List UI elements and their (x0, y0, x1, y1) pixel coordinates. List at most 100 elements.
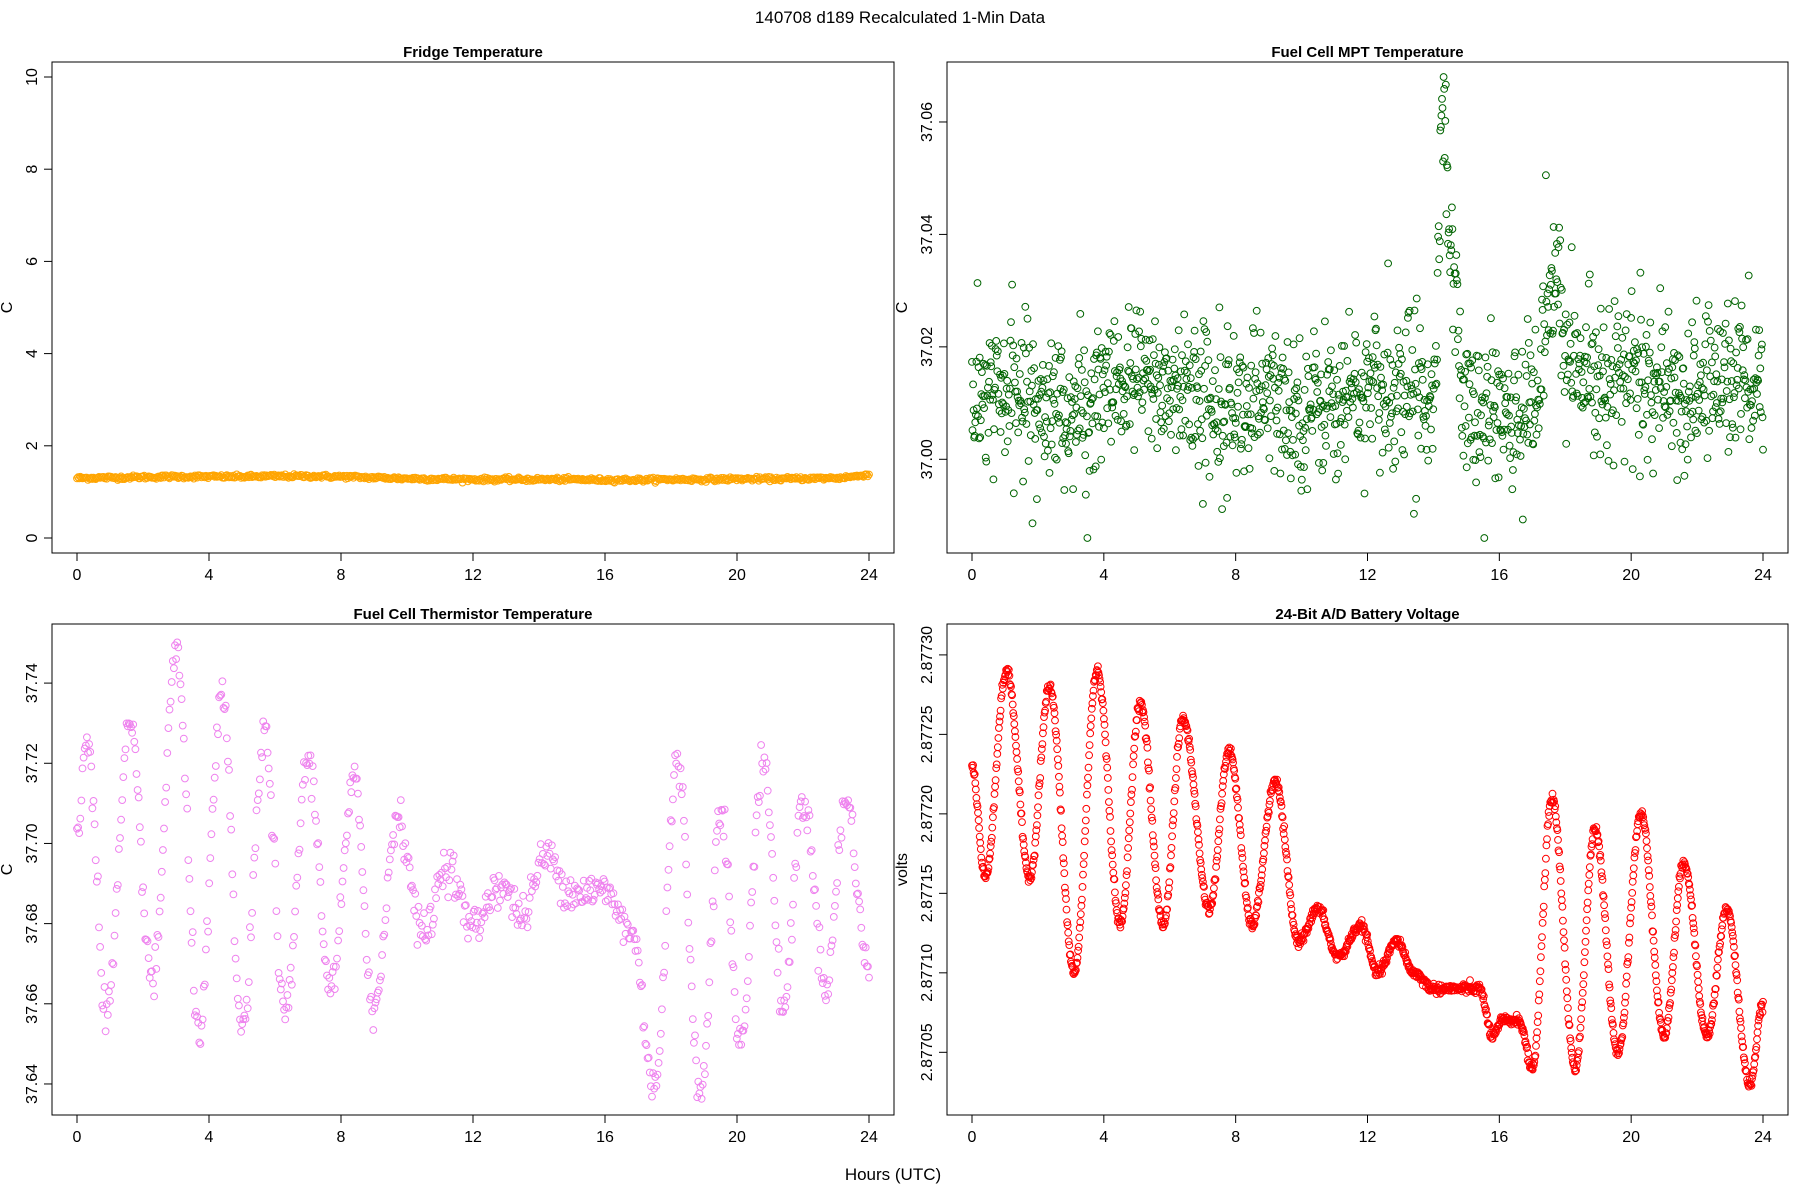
data-point (485, 903, 493, 911)
data-point (1625, 933, 1634, 942)
data-point (1360, 372, 1368, 381)
data-point (1710, 377, 1718, 386)
data-point (1700, 1023, 1709, 1032)
y-tick-label: 2.87725 (919, 705, 936, 763)
data-point (1011, 727, 1019, 736)
data-point (1317, 423, 1326, 431)
data-point (1304, 924, 1313, 933)
data-point (1379, 380, 1388, 389)
data-point (1548, 329, 1557, 338)
data-point (1221, 765, 1229, 773)
data-point (1739, 343, 1748, 352)
data-point (1048, 692, 1057, 701)
data-point (490, 876, 499, 885)
x-tick-label: 4 (205, 567, 214, 584)
data-point (1431, 381, 1440, 389)
data-point (1213, 427, 1222, 435)
data-point (1169, 809, 1178, 817)
data-point (1099, 706, 1108, 715)
data-point (1740, 1055, 1749, 1064)
data-point (989, 395, 997, 404)
data-point (1341, 946, 1350, 955)
data-point (302, 759, 311, 767)
data-point (1163, 384, 1172, 393)
data-point (697, 1094, 706, 1103)
data-point (1060, 869, 1069, 878)
data-point (1647, 398, 1656, 407)
data-point (1140, 713, 1148, 721)
data-point (1666, 999, 1674, 1007)
data-point (513, 921, 522, 929)
data-point (699, 1062, 708, 1070)
data-point (1670, 349, 1678, 357)
y-axis-label: C (0, 302, 16, 314)
data-point (1752, 325, 1760, 334)
data-point (1083, 534, 1092, 542)
data-point (117, 815, 125, 824)
data-point (764, 808, 773, 817)
data-point (1695, 992, 1704, 1000)
data-point (1238, 854, 1247, 862)
data-point (752, 472, 761, 481)
data-point (1583, 898, 1592, 907)
data-point (1180, 366, 1189, 375)
data-point (1195, 849, 1204, 858)
data-point (503, 893, 512, 901)
data-point (1304, 364, 1312, 373)
data-point (1256, 328, 1265, 337)
x-tick-label: 0 (73, 567, 82, 584)
data-point (1642, 342, 1650, 351)
data-point (1097, 455, 1106, 464)
data-point (1080, 346, 1088, 355)
data-point (1333, 449, 1342, 458)
y-axis-label: C (0, 864, 16, 876)
data-point (1730, 389, 1739, 397)
data-point (1172, 446, 1180, 455)
data-point (1398, 355, 1406, 364)
data-point (273, 932, 282, 941)
data-point (1583, 353, 1591, 362)
data-point (659, 973, 667, 982)
data-point (1048, 372, 1057, 381)
data-point (134, 793, 143, 802)
data-point (1254, 898, 1263, 907)
data-point (1447, 246, 1456, 255)
data-point (1749, 1066, 1758, 1075)
data-point (1189, 353, 1198, 362)
data-point (769, 873, 778, 882)
data-point (1752, 1046, 1760, 1054)
data-point (325, 974, 334, 982)
data-point (1120, 382, 1129, 391)
data-point (1630, 853, 1639, 862)
data-point (1386, 355, 1395, 364)
data-point (1348, 394, 1357, 403)
data-point (1423, 360, 1432, 369)
data-point (443, 863, 452, 871)
data-point (108, 959, 117, 967)
data-point (531, 882, 540, 891)
data-point (1382, 958, 1391, 967)
data-point (632, 935, 641, 943)
data-point (1075, 424, 1084, 433)
data-point (460, 901, 469, 910)
data-point (1297, 475, 1306, 484)
data-point (1079, 860, 1088, 868)
data-point (975, 832, 984, 841)
data-point (1261, 416, 1269, 425)
data-point (1534, 1011, 1543, 1020)
data-point (175, 671, 184, 680)
data-point (693, 1093, 702, 1102)
data-point (1477, 411, 1485, 420)
data-point (1553, 826, 1562, 834)
data-point (1557, 889, 1566, 898)
data-point (1756, 408, 1765, 417)
data-point (1262, 822, 1271, 831)
data-point (337, 900, 346, 908)
data-point (1201, 362, 1209, 370)
data-point (1196, 347, 1205, 356)
data-point (1300, 386, 1309, 394)
data-point (1257, 382, 1266, 391)
data-point (1400, 450, 1408, 459)
data-point (1488, 439, 1496, 448)
data-point (1137, 698, 1146, 706)
